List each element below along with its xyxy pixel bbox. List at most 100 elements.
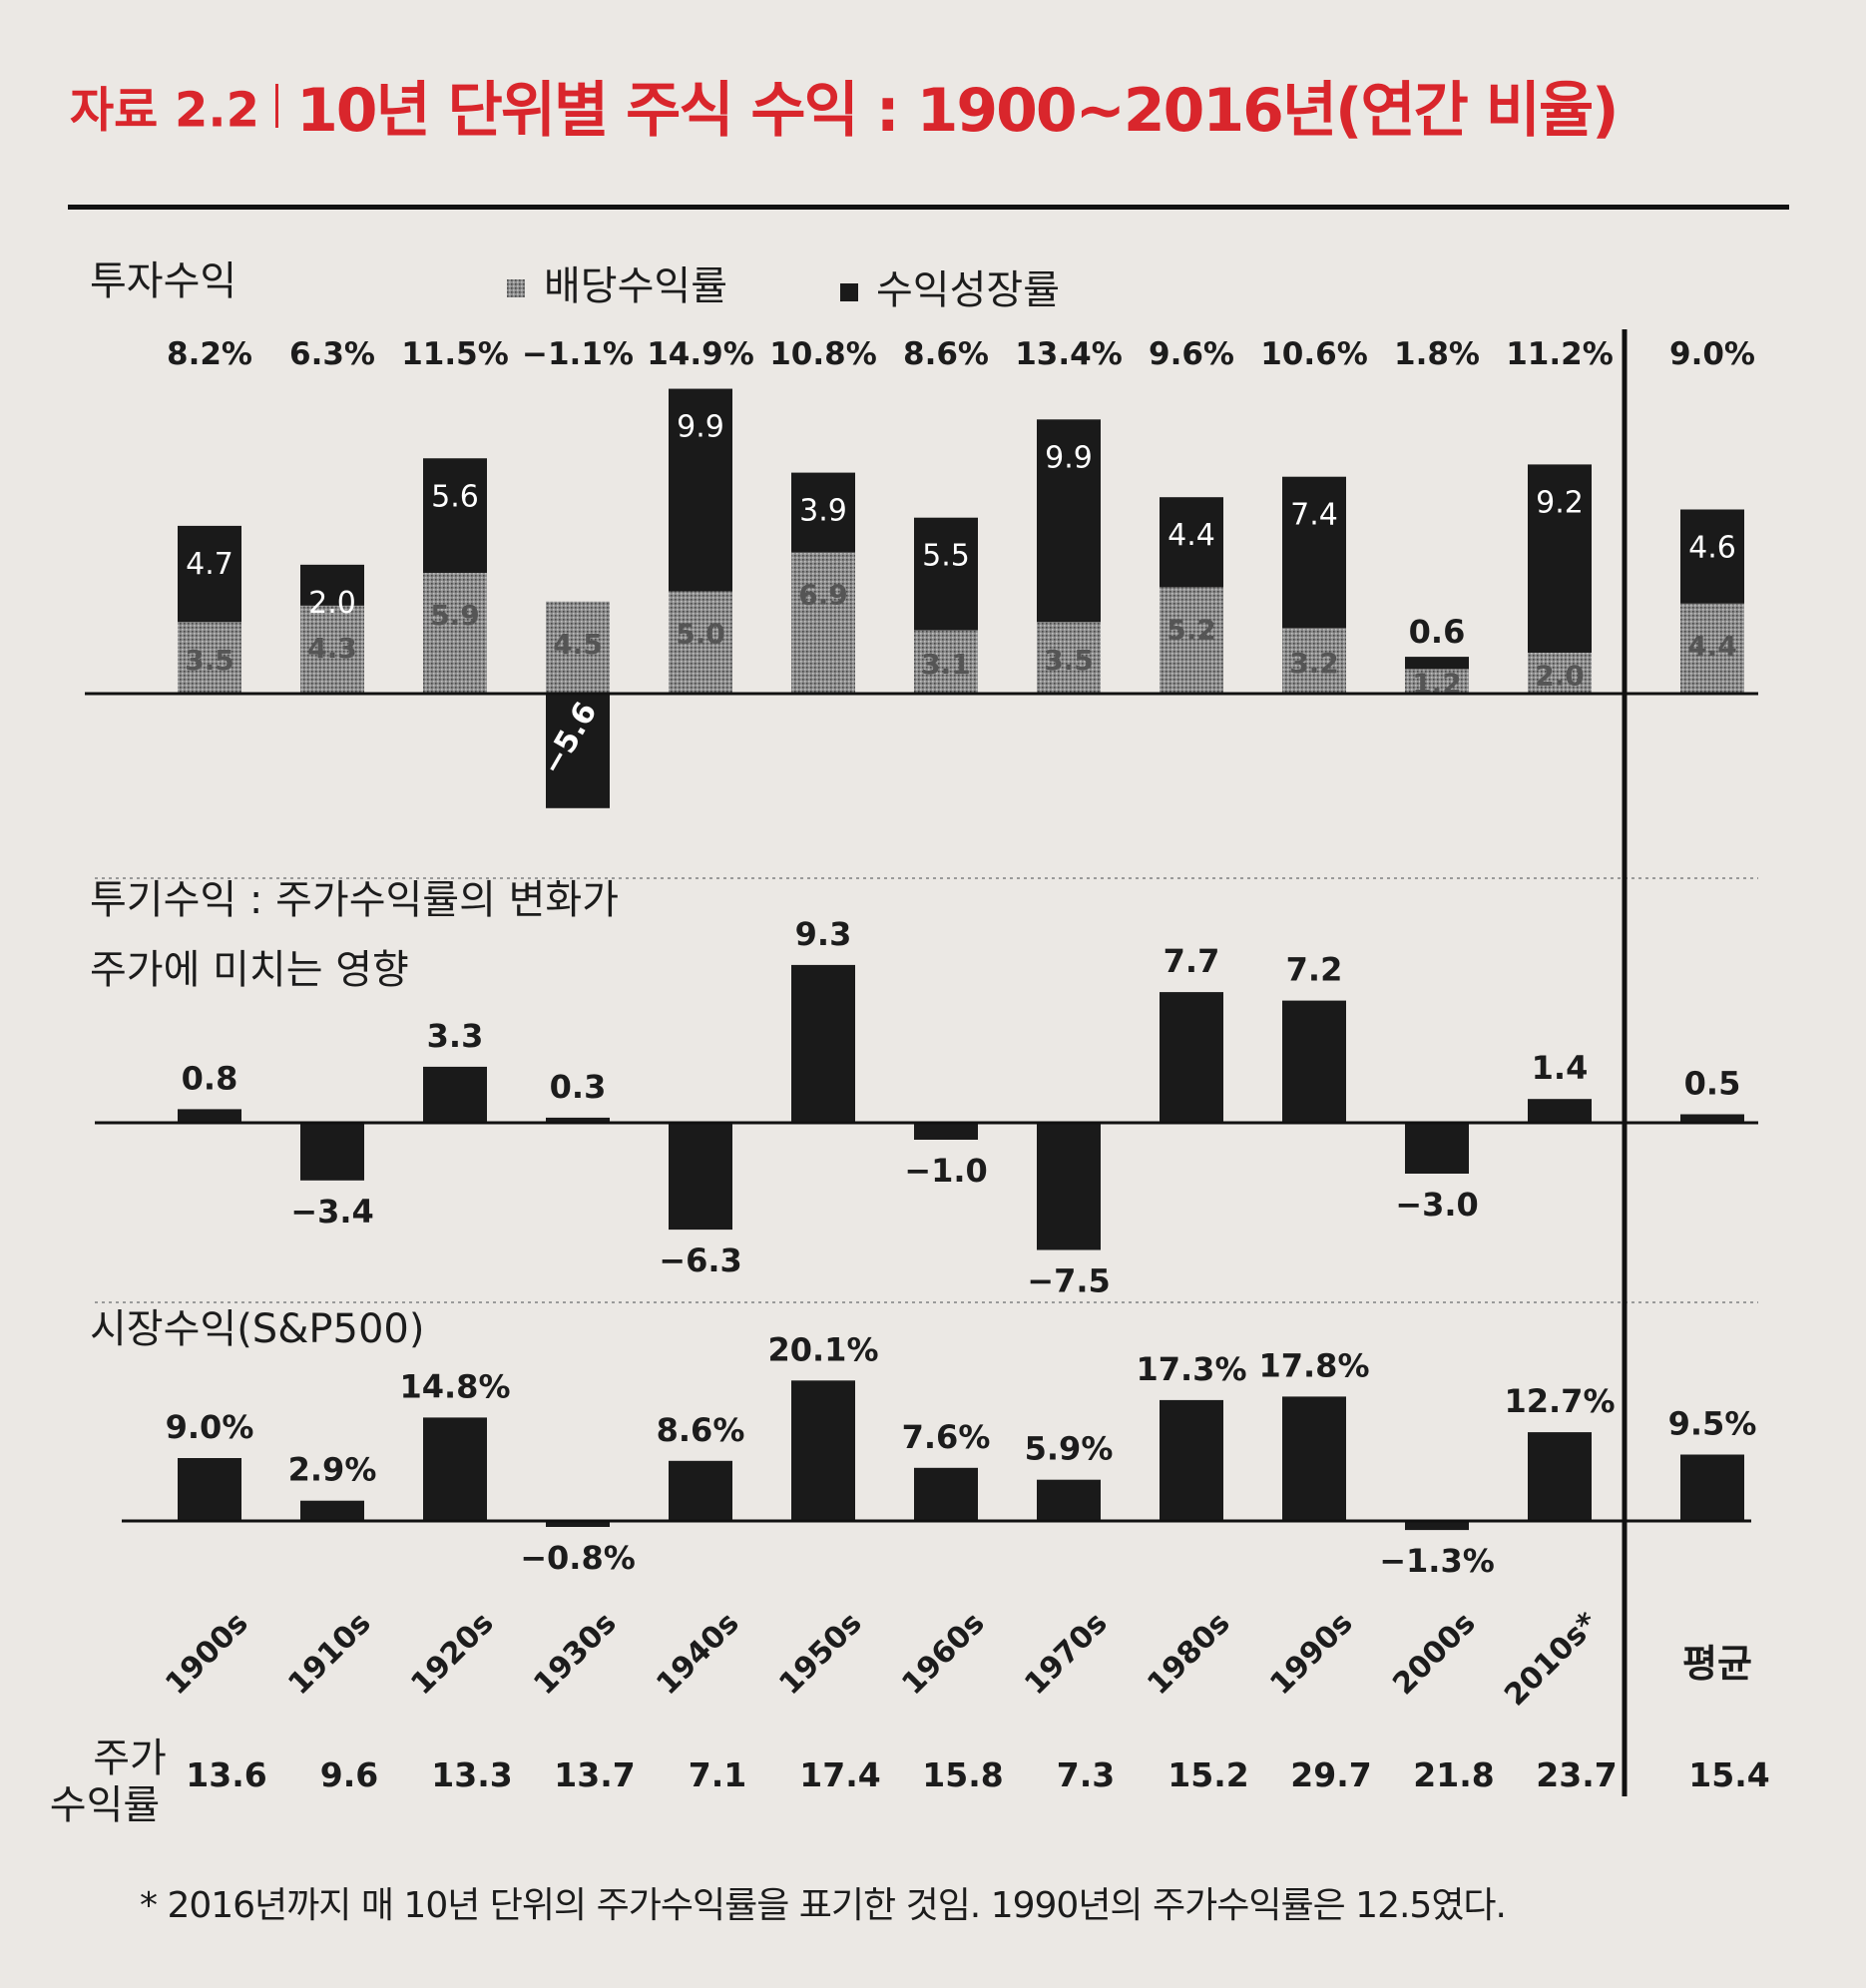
label-speculative-avg: 0.5 — [1684, 1065, 1741, 1103]
bar-speculative-1950s — [791, 964, 855, 1123]
bar-speculative-1900s — [178, 1109, 241, 1123]
bar-dividend-1950s — [791, 552, 855, 694]
bar-speculative-1960s — [914, 1123, 978, 1140]
label-market-1920s: 14.8% — [399, 1367, 510, 1405]
bar-market-avg — [1680, 1454, 1744, 1521]
label-market-1990s: 17.8% — [1258, 1346, 1369, 1384]
label-dividend-1970s: 3.5 — [1044, 644, 1094, 677]
label-growth-1980s: 4.4 — [1167, 518, 1215, 553]
label-dividend-1960s: 3.1 — [921, 648, 971, 681]
label-total-1940s: 14.9% — [647, 336, 754, 372]
label-speculative-1980s: 7.7 — [1164, 942, 1220, 980]
legend-label-dividend: 배당수익률 — [544, 263, 727, 309]
figure-label: 자료 2.2 — [70, 82, 260, 139]
label-growth-2000s: 0.6 — [1409, 613, 1466, 651]
label-market-1910s: 2.9% — [288, 1451, 377, 1489]
label-growth-1900s: 4.7 — [186, 547, 233, 582]
label-growth-1940s: 9.9 — [677, 410, 724, 445]
label-total-1990s: 10.6% — [1260, 336, 1368, 372]
bar-growth-1960s — [914, 517, 978, 631]
label-dividend-1990s: 3.2 — [1289, 647, 1339, 680]
bar-growth-1900s — [178, 525, 241, 623]
label-growth-1960s: 5.5 — [922, 539, 970, 574]
category-label-1970s: 1970s — [1018, 1606, 1114, 1702]
label-dividend-1920s: 5.9 — [430, 599, 480, 632]
label-total-1930s: −1.1% — [522, 336, 634, 372]
bar-dividend-1930s — [546, 601, 610, 694]
panel3-title: 시장수익(S&P500) — [90, 1306, 424, 1352]
figure-header: 자료 2.2 10년 단위별 주식 수익 : 1900~2016년(연간 비율) — [70, 62, 1620, 146]
bar-growth-1990s — [1282, 476, 1346, 629]
bar-growth-2010s — [1528, 464, 1592, 653]
label-speculative-2010s: 1.4 — [1532, 1049, 1589, 1087]
pe-value-1980s: 15.2 — [1167, 1755, 1248, 1794]
pe-value-1970s: 7.3 — [1057, 1755, 1115, 1794]
label-speculative-1960s: −1.0 — [904, 1152, 988, 1190]
bar-dividend-1910s — [300, 605, 364, 694]
label-dividend-1900s: 3.5 — [185, 644, 234, 677]
label-total-2000s: 1.8% — [1394, 336, 1480, 372]
bar-dividend-2010s — [1528, 653, 1592, 694]
bar-market-1920s — [423, 1417, 487, 1521]
label-market-1930s: −0.8% — [520, 1539, 636, 1577]
label-speculative-1930s: 0.3 — [550, 1068, 607, 1106]
label-total-avg: 9.0% — [1669, 336, 1755, 372]
panel1-title: 투자수익 — [90, 258, 236, 304]
pe-value-1990s: 29.7 — [1290, 1755, 1371, 1794]
bar-market-1940s — [669, 1460, 732, 1521]
label-speculative-1970s: −7.5 — [1027, 1262, 1111, 1300]
label-dividend-1930s: 4.5 — [553, 628, 603, 661]
panel2-title-line1: 투기수익 : 주가수익률의 변화가 — [90, 877, 619, 923]
label-total-1960s: 8.6% — [903, 336, 989, 372]
bar-speculative-1920s — [423, 1066, 487, 1123]
pe-value-1910s: 9.6 — [320, 1755, 378, 1794]
category-label-1900s: 1900s — [159, 1606, 254, 1702]
panel2-title-line2: 주가에 미치는 영향 — [90, 947, 409, 993]
label-growth-1920s: 5.6 — [431, 479, 479, 514]
bar-dividend-1920s — [423, 573, 487, 694]
label-growth-1910s: 2.0 — [308, 586, 356, 621]
category-label-1940s: 1940s — [650, 1606, 745, 1702]
label-growth-1990s: 7.4 — [1290, 498, 1338, 533]
label-speculative-2000s: −3.0 — [1395, 1186, 1479, 1224]
bar-market-1960s — [914, 1467, 978, 1521]
pe-value-1940s: 7.1 — [689, 1755, 746, 1794]
label-total-1920s: 11.5% — [401, 336, 509, 372]
pe-row-label-line2: 수익률 — [50, 1782, 160, 1828]
label-dividend-2000s: 1.2 — [1412, 668, 1462, 701]
bar-growth-1940s — [669, 388, 732, 592]
label-dividend-1940s: 5.0 — [676, 618, 725, 651]
label-speculative-1950s: 9.3 — [795, 915, 852, 953]
label-market-1970s: 5.9% — [1025, 1430, 1114, 1468]
bar-dividend-1980s — [1160, 587, 1223, 694]
label-market-1900s: 9.0% — [166, 1408, 254, 1446]
label-speculative-1990s: 7.2 — [1286, 951, 1343, 989]
figure-title: 10년 단위별 주식 수익 : 1900~2016년(연간 비율) — [296, 76, 1620, 146]
legend-swatch-dividend — [507, 279, 525, 297]
category-label-2000s: 2000s — [1386, 1606, 1482, 1702]
label-market-2010s: 12.7% — [1504, 1382, 1615, 1420]
label-speculative-1940s: −6.3 — [659, 1242, 742, 1279]
bar-market-1950s — [791, 1380, 855, 1521]
bar-dividend-1960s — [914, 630, 978, 694]
label-market-1980s: 17.3% — [1136, 1350, 1246, 1388]
label-total-1900s: 8.2% — [167, 336, 252, 372]
label-market-1950s: 20.1% — [767, 1330, 878, 1368]
bar-growth-1930s — [546, 694, 610, 808]
label-speculative-1910s: −3.4 — [290, 1193, 374, 1231]
bar-market-1900s — [178, 1458, 241, 1521]
label-growth-2010s: 9.2 — [1536, 485, 1584, 520]
category-label-1980s: 1980s — [1141, 1606, 1236, 1702]
bar-market-1930s — [546, 1521, 610, 1527]
bar-dividend-1940s — [669, 591, 732, 694]
label-dividend-avg: 4.4 — [1687, 630, 1737, 663]
label-growth-1970s: 9.9 — [1045, 440, 1093, 475]
header-rule — [68, 205, 1789, 210]
bar-growth-1970s — [1037, 419, 1101, 623]
bar-speculative-1910s — [300, 1123, 364, 1181]
bar-market-1980s — [1160, 1399, 1223, 1521]
label-dividend-1980s: 5.2 — [1166, 613, 1216, 646]
title-separator — [275, 83, 279, 128]
pe-value-2010s: 23.7 — [1536, 1755, 1617, 1794]
